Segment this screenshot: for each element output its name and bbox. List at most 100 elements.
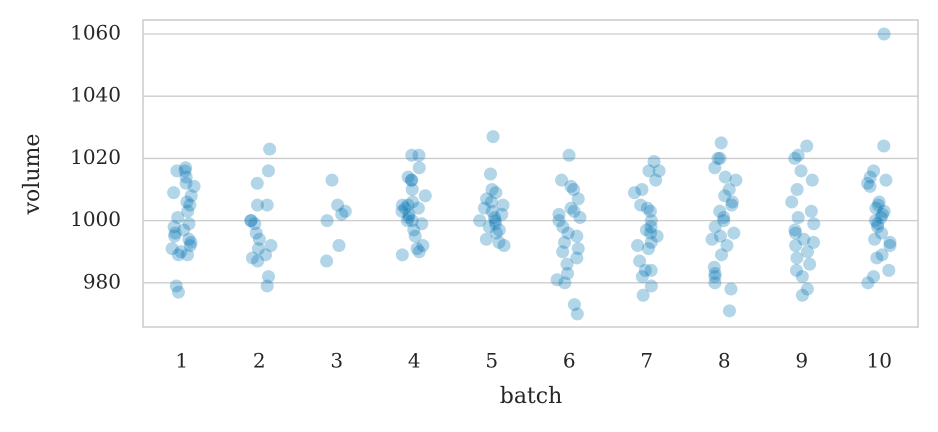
point — [180, 248, 194, 262]
point — [791, 211, 805, 225]
point — [643, 204, 657, 218]
point — [635, 270, 649, 284]
point — [788, 223, 802, 237]
point — [260, 198, 274, 212]
point — [407, 223, 421, 237]
point — [644, 263, 658, 277]
point — [724, 282, 738, 296]
point — [650, 229, 664, 243]
point — [395, 204, 409, 218]
point — [644, 226, 658, 240]
point — [867, 270, 881, 284]
point — [479, 232, 493, 246]
point — [727, 226, 741, 240]
point — [877, 139, 891, 153]
point — [567, 204, 581, 218]
point — [406, 195, 420, 209]
point — [250, 198, 264, 212]
point — [170, 164, 184, 178]
point — [633, 254, 647, 268]
point — [182, 217, 196, 231]
point — [179, 170, 193, 184]
point — [571, 192, 585, 206]
point — [187, 179, 201, 193]
point — [729, 173, 743, 187]
point — [179, 176, 193, 190]
point — [882, 263, 896, 277]
point — [486, 130, 500, 144]
point — [570, 307, 584, 321]
y-tick-label: 1040 — [70, 83, 121, 107]
point — [489, 226, 503, 240]
point — [249, 226, 263, 240]
point — [869, 201, 883, 215]
point — [332, 239, 346, 253]
point — [171, 248, 185, 262]
point — [395, 198, 409, 212]
point — [184, 235, 198, 249]
point — [492, 235, 506, 249]
point — [717, 214, 731, 228]
point — [795, 288, 809, 302]
point — [861, 176, 875, 190]
point — [875, 207, 889, 221]
x-tick-label: 1 — [175, 349, 188, 373]
point — [800, 139, 814, 153]
x-tick-label: 6 — [563, 349, 576, 373]
point — [412, 148, 426, 162]
point — [644, 220, 658, 234]
point — [807, 217, 821, 231]
point — [871, 198, 885, 212]
point — [556, 245, 570, 259]
point — [561, 226, 575, 240]
point — [722, 183, 736, 197]
point — [627, 186, 641, 200]
point — [708, 276, 722, 290]
point — [571, 242, 585, 256]
point — [883, 239, 897, 253]
point — [179, 161, 193, 175]
point — [404, 173, 418, 187]
plot-frame — [142, 19, 919, 328]
point — [183, 198, 197, 212]
point — [868, 214, 882, 228]
point — [800, 282, 814, 296]
point — [495, 207, 509, 221]
x-tick-label: 4 — [408, 349, 421, 373]
point — [259, 248, 273, 262]
point — [165, 242, 179, 256]
point — [477, 201, 491, 215]
point — [558, 235, 572, 249]
x-tick-label: 9 — [795, 349, 808, 373]
point — [410, 242, 424, 256]
point — [488, 217, 502, 231]
point — [789, 239, 803, 253]
point — [634, 198, 648, 212]
point — [178, 164, 192, 178]
point — [861, 276, 875, 290]
point — [794, 164, 808, 178]
point — [320, 254, 334, 268]
point — [412, 161, 426, 175]
point — [564, 179, 578, 193]
point — [402, 211, 416, 225]
point — [244, 214, 258, 228]
point — [647, 155, 661, 169]
point — [262, 270, 276, 284]
point — [795, 270, 809, 284]
point — [644, 214, 658, 228]
point — [182, 232, 196, 246]
point — [874, 226, 888, 240]
point — [562, 148, 576, 162]
point — [785, 195, 799, 209]
point — [488, 214, 502, 228]
point — [482, 220, 496, 234]
point — [405, 214, 419, 228]
point — [725, 198, 739, 212]
point — [801, 245, 815, 259]
x-tick-label: 8 — [718, 349, 731, 373]
point — [718, 170, 732, 184]
point — [261, 164, 275, 178]
point — [401, 170, 415, 184]
point — [871, 217, 885, 231]
